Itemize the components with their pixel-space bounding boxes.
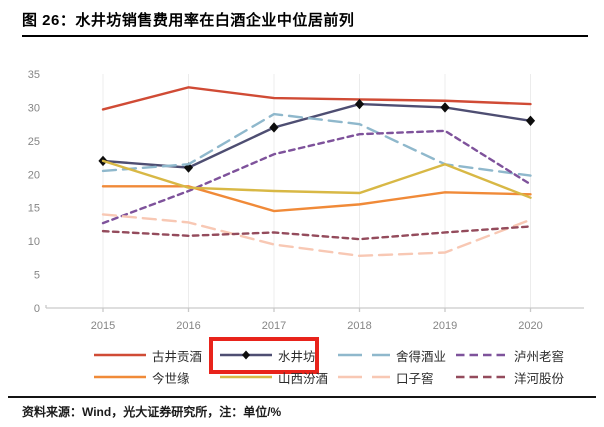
legend-row: 古井贡酒 水井坊 舍得酒业 泸州老窖 — [92, 336, 592, 374]
y-axis-tick-label: 30 — [28, 102, 40, 114]
y-axis-tick-label: 10 — [28, 236, 40, 248]
x-axis-tick-label: 2018 — [347, 320, 371, 332]
diamond-marker — [525, 115, 536, 126]
series-line-水井坊 — [101, 102, 532, 169]
legend-item-洋河股份: 洋河股份 — [454, 368, 564, 387]
y-axis-tick-label: 5 — [34, 270, 40, 282]
legend-label: 舍得酒业 — [396, 349, 447, 364]
legend-label: 山西汾酒 — [278, 371, 329, 386]
legend-label: 泸州老窖 — [514, 349, 565, 364]
legend-line-swatch — [94, 375, 146, 379]
legend-label: 口子窖 — [396, 371, 434, 386]
legend-label: 古井贡酒 — [152, 349, 203, 364]
legend-item-古井贡酒: 古井贡酒 — [92, 346, 202, 365]
diamond-marker — [269, 122, 279, 133]
y-axis-tick-label: 20 — [28, 169, 40, 181]
series-line-今世缘 — [101, 185, 532, 213]
legend-line-swatch — [94, 353, 146, 357]
x-axis-tick-label: 2015 — [91, 320, 115, 332]
series-line-古井贡酒 — [101, 86, 532, 111]
y-axis-tick-label: 15 — [28, 203, 40, 215]
x-axis-tick-label: 2019 — [433, 320, 457, 332]
legend-item-舍得酒业: 舍得酒业 — [336, 346, 446, 365]
title-underline — [22, 35, 588, 37]
y-axis-tick-label: 25 — [28, 136, 40, 148]
legend-line-swatch — [456, 353, 508, 357]
diamond-marker — [354, 98, 365, 110]
x-axis-tick-label: 2020 — [518, 320, 542, 332]
x-axis-tick-label: 2016 — [176, 320, 200, 332]
series-line-泸州老窖 — [101, 129, 532, 225]
legend-item-山西汾酒: 山西汾酒 — [218, 368, 328, 387]
chart-legend: 古井贡酒 水井坊 舍得酒业 泸州老窖今世缘 山西汾酒 口子窖 洋河股份 — [92, 336, 592, 388]
legend-line-swatch — [338, 353, 390, 357]
figure-title: 图 26：水井坊销售费用率在白酒企业中位居前列 — [22, 12, 355, 29]
legend-label: 今世缘 — [152, 371, 190, 386]
legend-line-swatch — [220, 350, 272, 360]
x-axis-tick-label: 2017 — [262, 320, 286, 332]
legend-item-口子窖: 口子窖 — [336, 368, 434, 387]
legend-line-swatch — [220, 375, 272, 379]
legend-item-泸州老窖: 泸州老窖 — [454, 346, 564, 365]
legend-item-水井坊: 水井坊 — [209, 336, 319, 374]
legend-diamond-marker — [242, 350, 250, 360]
line-chart: 0 5 10 15 20 25 30 35 2015 2016 2017 2018 2019 2020 — [28, 69, 584, 332]
footer-divider — [8, 396, 596, 398]
diamond-marker — [440, 102, 450, 113]
series-line-口子窖 — [101, 213, 532, 258]
y-axis-tick-label: 35 — [28, 69, 40, 81]
y-axis-tick-label: 0 — [34, 303, 40, 315]
source-note: 资料来源：Wind，光大证券研究所，注：单位/% — [22, 405, 282, 419]
legend-label: 洋河股份 — [514, 371, 565, 386]
legend-line-swatch — [456, 375, 508, 379]
legend-row: 今世缘 山西汾酒 口子窖 洋河股份 — [92, 366, 592, 388]
series-line-洋河股份 — [101, 225, 532, 241]
legend-item-今世缘: 今世缘 — [92, 368, 190, 387]
legend-label: 水井坊 — [278, 349, 316, 364]
series-line-山西汾酒 — [101, 159, 532, 199]
series-line-舍得酒业 — [101, 112, 532, 177]
legend-line-swatch — [338, 375, 390, 379]
